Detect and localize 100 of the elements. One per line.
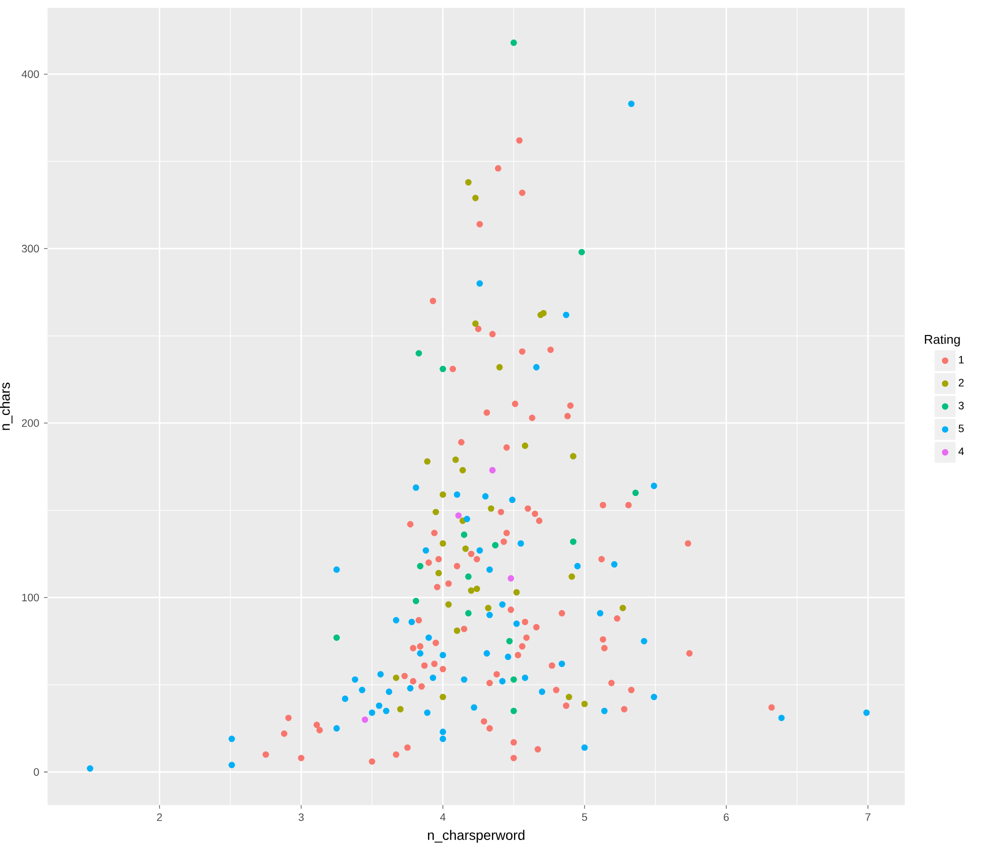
y-tick-label: 300: [22, 244, 39, 252]
point: [778, 714, 785, 721]
point: [538, 688, 546, 695]
point: [533, 364, 540, 370]
point: [86, 765, 94, 772]
point: [486, 612, 493, 618]
point: [581, 700, 588, 707]
x-tick-label: 2: [157, 813, 162, 821]
point: [386, 688, 392, 695]
point: [392, 616, 400, 624]
point: [408, 618, 415, 625]
point: [342, 695, 348, 702]
point: [440, 491, 446, 498]
point: [407, 684, 414, 692]
point: [574, 562, 581, 570]
point: [460, 466, 466, 474]
point: [640, 638, 648, 644]
point: [465, 178, 472, 186]
point: [440, 735, 446, 742]
point: [382, 708, 390, 714]
point: [476, 547, 483, 554]
point: [417, 650, 424, 656]
point: [566, 694, 572, 700]
point: [562, 312, 570, 318]
point: [506, 638, 513, 644]
point: [228, 735, 235, 742]
y-tick-label: 0: [34, 768, 39, 776]
x-tick-label: 5: [582, 813, 588, 821]
point: [376, 702, 382, 709]
point: [596, 610, 604, 616]
point: [424, 709, 430, 716]
point: [377, 670, 384, 678]
point: [412, 484, 420, 491]
y-axis-title: n_chars: [0, 382, 12, 430]
point: [472, 320, 479, 327]
point: [462, 545, 469, 552]
point: [432, 508, 439, 516]
point: [611, 561, 618, 568]
point: [632, 489, 639, 496]
point: [540, 310, 547, 316]
point: [488, 505, 494, 512]
point: [558, 660, 566, 667]
x-tick-label: 7: [865, 813, 870, 821]
point: [465, 610, 472, 616]
point: [570, 538, 576, 545]
point: [568, 573, 576, 580]
point: [464, 516, 470, 522]
point: [468, 587, 474, 594]
point: [485, 604, 492, 612]
point: [440, 366, 446, 372]
point: [426, 634, 432, 641]
point: [474, 585, 480, 592]
x-tick-label: 4: [440, 813, 446, 821]
point: [489, 466, 496, 474]
point: [392, 674, 400, 681]
point: [510, 708, 517, 714]
point: [454, 491, 460, 498]
point: [397, 706, 404, 712]
x-tick-label: 3: [298, 813, 304, 821]
legend-label: 2: [958, 378, 964, 386]
point: [333, 634, 340, 641]
point: [504, 653, 512, 660]
point: [482, 492, 489, 500]
y-tick-label: 400: [22, 70, 39, 78]
point: [333, 724, 340, 732]
point: [445, 601, 452, 608]
point: [508, 574, 514, 582]
point: [422, 547, 430, 554]
point: [358, 686, 366, 694]
point: [628, 100, 635, 107]
point: [333, 566, 340, 573]
point: [465, 573, 472, 580]
point: [510, 676, 517, 683]
point: [472, 194, 479, 202]
point: [440, 652, 446, 658]
legend-label: 3: [958, 402, 964, 410]
point: [499, 678, 506, 684]
point: [460, 531, 468, 538]
point: [430, 674, 436, 681]
point: [440, 694, 446, 700]
point: [578, 248, 585, 256]
point: [499, 601, 506, 608]
point: [510, 39, 517, 46]
y-tick-label: 200: [22, 419, 39, 427]
point: [460, 676, 468, 683]
point: [486, 566, 493, 573]
point: [368, 709, 376, 716]
point: [863, 709, 870, 716]
legend-label: 1: [959, 356, 964, 364]
point: [417, 562, 424, 570]
point: [454, 627, 460, 634]
point: [416, 350, 422, 356]
x-tick-label: 6: [724, 813, 729, 821]
point: [440, 728, 446, 735]
point: [513, 588, 520, 596]
point: [228, 762, 235, 768]
point: [424, 458, 430, 464]
point: [452, 456, 459, 463]
point: [496, 364, 503, 370]
point: [484, 650, 490, 656]
